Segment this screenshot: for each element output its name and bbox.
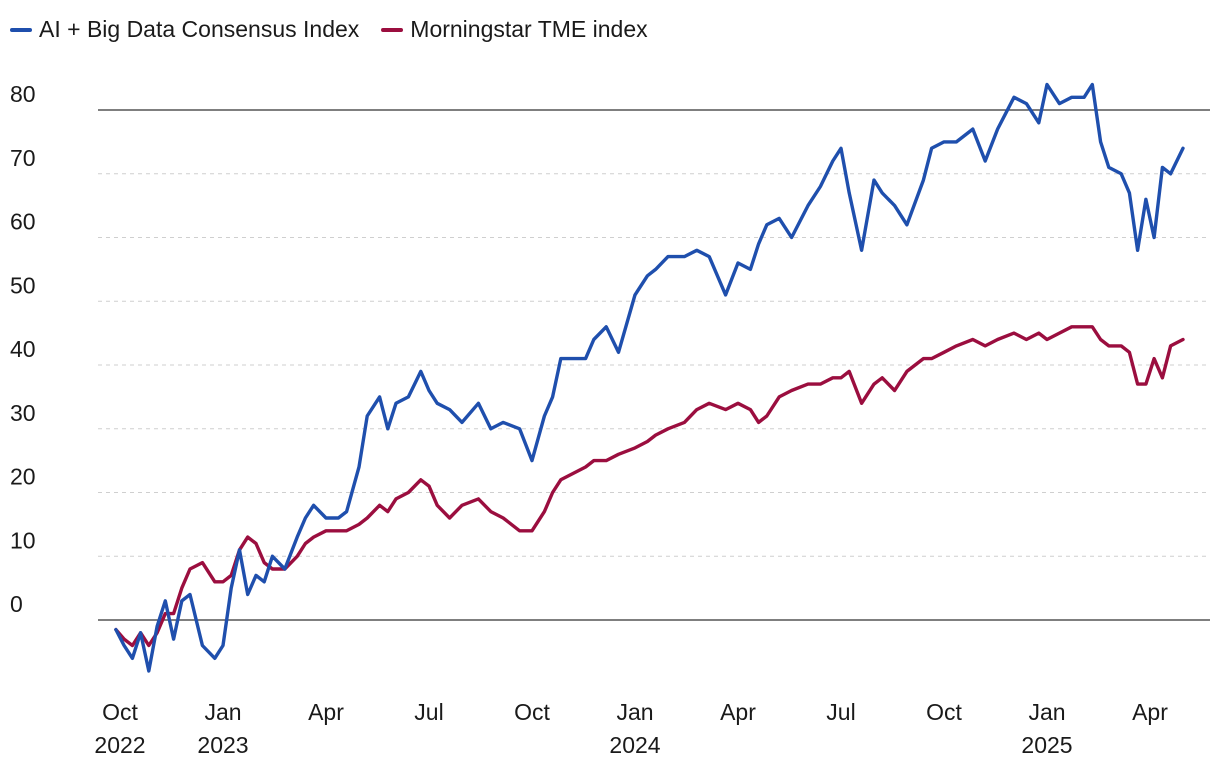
x-tick-label-1: Jan	[204, 699, 241, 725]
y-axis-ticks: 0 10 20 30 40 50 60 70 80	[10, 81, 36, 617]
x-tick-year-9: 2025	[1021, 732, 1072, 758]
series-lines	[114, 82, 1185, 673]
x-tick-year-1: 2023	[197, 732, 248, 758]
y-tick-label-70: 70	[10, 145, 36, 171]
legend-label-ai-index: AI + Big Data Consensus Index	[39, 16, 360, 42]
y-tick-label-40: 40	[10, 336, 36, 362]
gridlines	[98, 109, 1210, 621]
legend-label-tme-index: Morningstar TME index	[410, 16, 648, 42]
series-line-tme-index	[114, 325, 1185, 648]
x-tick-label-9: Jan	[1028, 699, 1065, 725]
x-tick-label-3: Jul	[414, 699, 443, 725]
x-axis-ticks: Oct 2022 Jan 2023 Apr Jul Oct Jan 2024 Apr Jul Oct J…	[94, 699, 1168, 758]
x-tick-label-5: Jan	[616, 699, 653, 725]
x-tick-label-4: Oct	[514, 699, 550, 725]
legend-item-tme-index[interactable]: Morningstar TME index	[381, 16, 648, 43]
y-tick-label-20: 20	[10, 464, 36, 490]
y-tick-label-10: 10	[10, 527, 36, 553]
x-tick-label-7: Jul	[826, 699, 855, 725]
x-tick-year-0: 2022	[94, 732, 145, 758]
y-tick-label-30: 30	[10, 400, 36, 426]
x-tick-label-2: Apr	[308, 699, 344, 725]
x-tick-label-0: Oct	[102, 699, 138, 725]
x-tick-label-10: Apr	[1132, 699, 1168, 725]
legend-item-ai-index[interactable]: AI + Big Data Consensus Index	[10, 16, 359, 43]
y-tick-label-0: 0	[10, 591, 23, 617]
x-tick-year-5: 2024	[609, 732, 660, 758]
y-tick-label-50: 50	[10, 272, 36, 298]
y-tick-label-60: 60	[10, 209, 36, 235]
legend: AI + Big Data Consensus Index Morningsta…	[10, 16, 648, 43]
legend-swatch-tme-index	[381, 27, 404, 32]
x-tick-label-6: Apr	[720, 699, 756, 725]
y-tick-label-80: 80	[10, 81, 36, 107]
series-line-ai-index	[114, 82, 1185, 673]
legend-swatch-ai-index	[10, 27, 32, 32]
x-tick-label-8: Oct	[926, 699, 962, 725]
